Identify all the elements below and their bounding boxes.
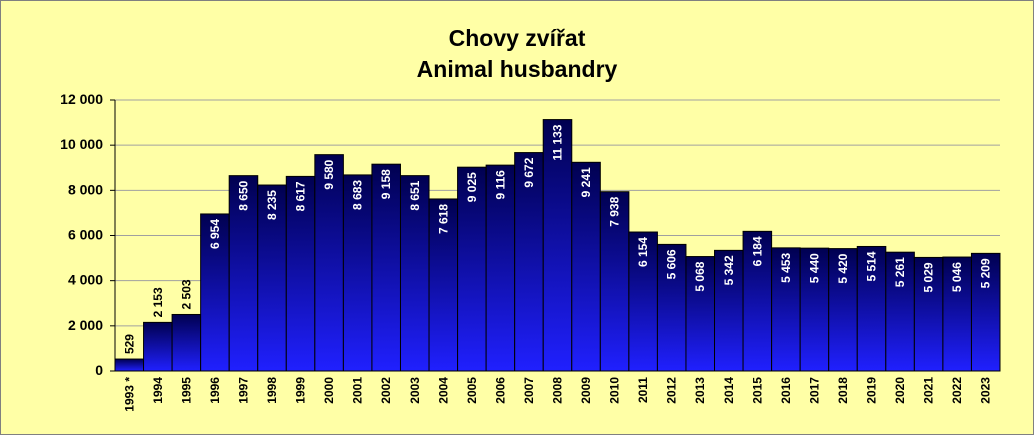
x-tick-label: 2016: [779, 377, 793, 404]
x-tick-label: 2000: [322, 377, 336, 404]
bar: [656, 243, 687, 372]
value-label: 7 938: [608, 196, 622, 226]
value-label: 7 618: [436, 204, 450, 234]
bar: [714, 249, 744, 372]
x-tick-label: 2020: [893, 377, 907, 404]
bar: [514, 152, 544, 372]
x-tick-label: 2012: [665, 377, 679, 404]
value-label: 5 420: [836, 253, 850, 283]
bar: [799, 247, 830, 372]
y-tick-label: 8 000: [68, 181, 103, 197]
x-tick-label: 2009: [579, 377, 593, 404]
value-label: 5 209: [979, 258, 993, 288]
x-tick-label: 2019: [865, 377, 879, 404]
value-label: 8 235: [265, 190, 279, 220]
bar: [228, 175, 259, 372]
y-tick-label: 4 000: [68, 272, 103, 288]
x-tick-label: 1996: [208, 377, 222, 404]
bar: [742, 230, 773, 372]
y-tick-label: 12 000: [60, 91, 103, 107]
value-label: 8 617: [294, 181, 308, 211]
x-tick-label: 2017: [807, 377, 821, 404]
bar: [457, 166, 487, 372]
value-label: 5 453: [779, 253, 793, 283]
value-label: 9 241: [579, 167, 593, 197]
x-tick-label: 2014: [722, 377, 736, 404]
value-label: 5 606: [665, 249, 679, 279]
value-label: 5 068: [693, 261, 707, 291]
x-tick-label: 2023: [979, 377, 993, 404]
x-tick-label: 2007: [522, 377, 536, 404]
value-label: 529: [122, 334, 136, 354]
value-label: 6 154: [636, 237, 650, 267]
y-tick-label: 10 000: [60, 136, 103, 152]
x-tick-label: 2003: [408, 377, 422, 404]
x-tick-label: 1998: [265, 377, 279, 404]
value-label: 5 342: [722, 255, 736, 285]
x-tick-label: 1995: [179, 377, 193, 404]
bar: [257, 184, 287, 372]
bar: [942, 256, 972, 372]
value-label: 2 153: [151, 287, 165, 317]
value-label: 5 261: [893, 257, 907, 287]
y-tick-label: 2 000: [68, 317, 103, 333]
x-tick-label: 1997: [236, 377, 250, 404]
bar: [399, 175, 430, 372]
value-label: 6 184: [750, 236, 764, 266]
x-tick-label: 2008: [551, 377, 565, 404]
x-tick-label: 2002: [379, 377, 393, 404]
x-tick-label: 2006: [493, 377, 507, 404]
x-tick-label: 2018: [836, 377, 850, 404]
value-label: 6 954: [208, 219, 222, 249]
value-label: 2 503: [179, 279, 193, 309]
x-tick-label: 2010: [608, 377, 622, 404]
value-label: 8 651: [408, 180, 422, 210]
value-label: 9 672: [522, 157, 536, 187]
bar: [114, 358, 145, 372]
x-tick-label: 1999: [294, 377, 308, 404]
bar: [571, 161, 601, 372]
bar: [171, 313, 202, 372]
x-tick-label: 1994: [151, 377, 165, 404]
bar: [685, 256, 716, 372]
value-label: 5 440: [807, 253, 821, 283]
value-label: 5 029: [922, 262, 936, 292]
x-tick-label: 2022: [950, 377, 964, 404]
x-tick-label: 2004: [436, 377, 450, 404]
x-tick-label: 2013: [693, 377, 707, 404]
value-label: 9 025: [465, 172, 479, 202]
value-label: 11 133: [551, 124, 565, 160]
value-label: 8 683: [351, 180, 365, 210]
bar: [485, 164, 516, 372]
y-tick-label: 6 000: [68, 227, 103, 243]
value-label: 5 046: [950, 262, 964, 292]
bar: [913, 256, 944, 372]
x-tick-label: 2021: [922, 377, 936, 404]
value-label: 9 580: [322, 159, 336, 189]
bar: [828, 248, 858, 372]
x-tick-label: 2001: [351, 377, 365, 404]
x-tick-label: 2011: [636, 377, 650, 403]
x-tick-label: 2015: [750, 377, 764, 404]
chart-subtitle: Animal husbandry: [417, 56, 618, 82]
y-tick-label: 0: [95, 362, 103, 378]
bar: [143, 321, 173, 372]
value-label: 9 116: [493, 170, 507, 200]
value-label: 5 514: [865, 251, 879, 281]
value-label: 9 158: [379, 169, 393, 199]
bar: [371, 163, 401, 372]
value-label: 8 650: [236, 180, 250, 210]
bar: [628, 231, 658, 372]
x-tick-label: 2005: [465, 377, 479, 404]
x-tick-label: 1993 *: [122, 377, 136, 412]
bar: [542, 119, 573, 372]
chart-title: Chovy zvířat: [449, 25, 586, 51]
